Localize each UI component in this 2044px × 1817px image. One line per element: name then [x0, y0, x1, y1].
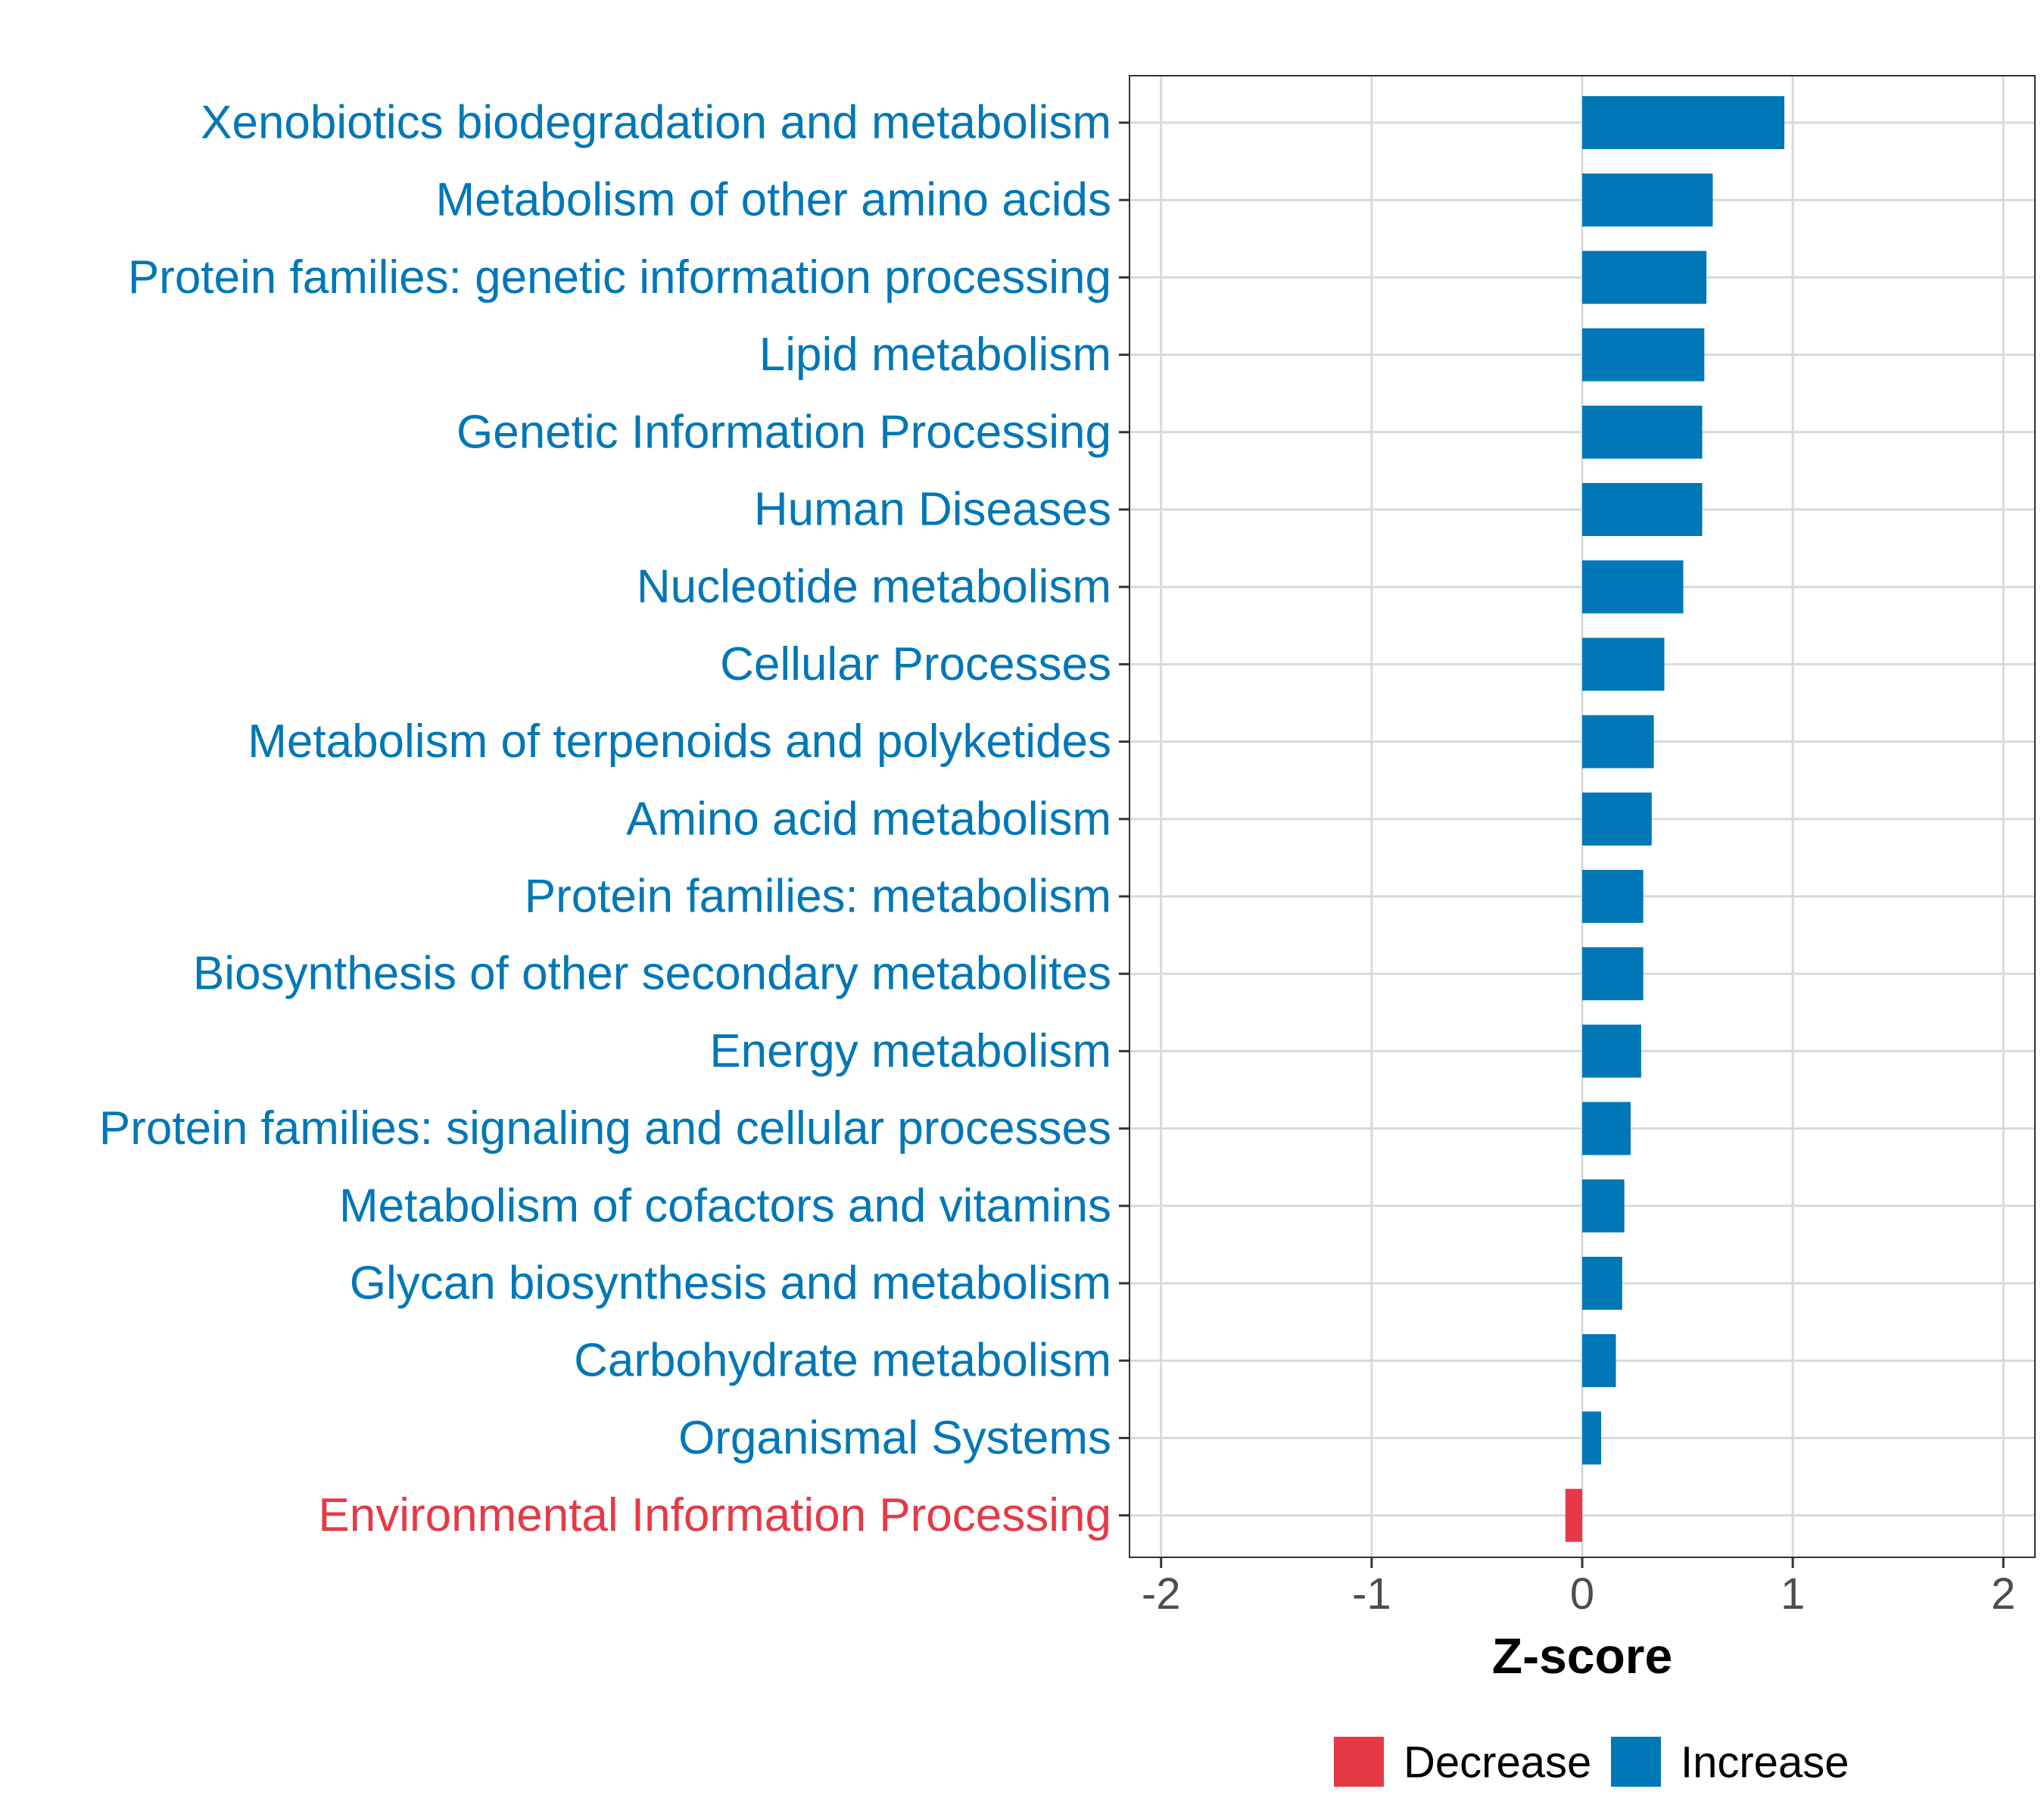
category-labels: Xenobiotics biodegradation and metabolis…	[99, 97, 1111, 1542]
category-label: Protein families: genetic information pr…	[128, 251, 1111, 304]
category-label: Xenobiotics biodegradation and metabolis…	[201, 97, 1111, 149]
bar-1	[1582, 96, 1785, 149]
bar-19	[1565, 1488, 1582, 1542]
x-axis-title: Z-score	[1492, 1628, 1672, 1684]
bar-4	[1582, 328, 1705, 382]
bar-2	[1582, 173, 1713, 227]
category-label: Cellular Processes	[720, 638, 1111, 690]
x-tick-label: -2	[1142, 1569, 1181, 1619]
category-label: Organismal Systems	[678, 1412, 1111, 1464]
category-label: Protein families: signaling and cellular…	[99, 1102, 1111, 1155]
category-label: Genetic Information Processing	[456, 406, 1111, 458]
category-label: Amino acid metabolism	[626, 793, 1111, 845]
category-label: Human Diseases	[754, 484, 1111, 536]
legend-label-decrease: Decrease	[1404, 1738, 1591, 1787]
category-label: Carbohydrate metabolism	[574, 1335, 1111, 1387]
bar-11	[1582, 870, 1644, 923]
bar-5	[1582, 405, 1703, 459]
x-tick-label: 1	[1781, 1569, 1805, 1619]
bar-8	[1582, 637, 1665, 691]
x-ticks: -2 -1 0 1 2	[1142, 1557, 2015, 1619]
bar-13	[1582, 1024, 1641, 1078]
bar-16	[1582, 1257, 1622, 1310]
category-label: Metabolism of cofactors and vitamins	[339, 1180, 1111, 1232]
legend-swatch-decrease	[1334, 1737, 1384, 1787]
category-label: Environmental Information Processing	[318, 1489, 1111, 1541]
bar-18	[1582, 1411, 1602, 1465]
category-label: Metabolism of other amino acids	[435, 174, 1111, 226]
bars	[1565, 96, 1785, 1542]
category-label: Biosynthesis of other secondary metaboli…	[193, 948, 1111, 1000]
legend: Decrease Increase	[1334, 1737, 1849, 1787]
bar-6	[1582, 483, 1703, 536]
x-tick-label: 0	[1570, 1569, 1594, 1619]
bar-3	[1582, 251, 1707, 304]
category-label: Nucleotide metabolism	[637, 561, 1111, 613]
category-label: Protein families: metabolism	[525, 871, 1111, 923]
legend-label-increase: Increase	[1681, 1738, 1849, 1787]
x-tick-label: -1	[1352, 1569, 1391, 1619]
legend-swatch-increase	[1611, 1737, 1661, 1787]
bar-12	[1582, 947, 1644, 1001]
bar-9	[1582, 715, 1654, 768]
category-label: Energy metabolism	[709, 1025, 1111, 1077]
bar-7	[1582, 560, 1684, 614]
bar-14	[1582, 1102, 1631, 1155]
category-label: Glycan biosynthesis and metabolism	[350, 1258, 1111, 1310]
bar-15	[1582, 1179, 1625, 1233]
x-tick-label: 2	[1991, 1569, 2015, 1619]
category-label: Lipid metabolism	[759, 329, 1111, 381]
y-ticks	[1119, 121, 1129, 1517]
category-label: Metabolism of terpenoids and polyketides	[248, 715, 1111, 768]
bar-10	[1582, 792, 1652, 846]
bar-17	[1582, 1334, 1616, 1388]
